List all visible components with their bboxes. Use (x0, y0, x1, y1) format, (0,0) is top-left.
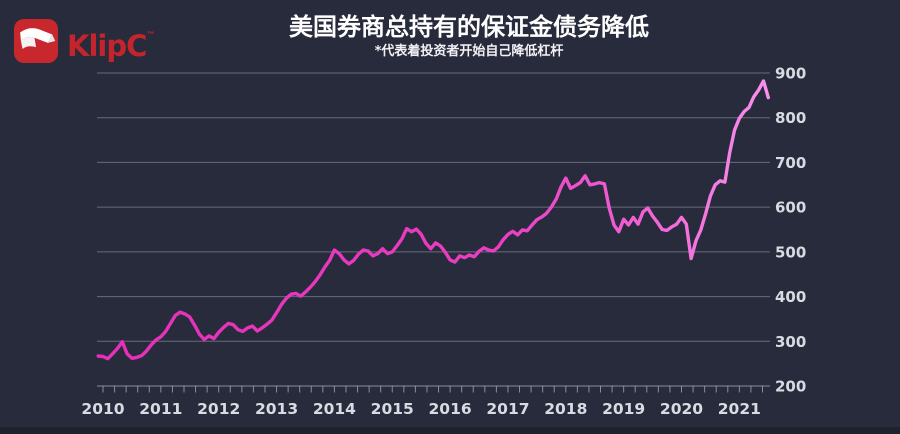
x-tick-label-2011: 2011 (139, 400, 182, 418)
x-tick-label-2020: 2020 (660, 400, 703, 418)
header: 美国券商总持有的保证金债务降低 *代表着投资者开始自己降低杠杆 (0, 12, 900, 61)
x-tick-label-2016: 2016 (429, 400, 472, 418)
x-tick-label-2021: 2021 (718, 400, 761, 418)
y-tick-label-900: 900 (775, 65, 806, 83)
x-tick-label-2013: 2013 (255, 400, 298, 418)
grid-layer (97, 72, 770, 387)
y-tick-label-300: 300 (775, 333, 806, 351)
x-tick-label-2019: 2019 (602, 400, 645, 418)
chart-title: 美国券商总持有的保证金债务降低 (289, 13, 649, 41)
label-layer: 200 300 400 500 600 700 800 900 2010 2011 2012 2013… (81, 65, 806, 419)
x-tick-label-2018: 2018 (544, 400, 587, 418)
y-tick-label-600: 600 (775, 199, 806, 217)
axis-layer (102, 386, 763, 393)
x-tick-label-2015: 2015 (371, 400, 414, 418)
y-tick-label-200: 200 (775, 378, 806, 396)
y-tick-label-500: 500 (775, 243, 806, 261)
brand-logo: KlipC™ (13, 13, 155, 69)
trademark-symbol: ™ (146, 31, 156, 41)
series-layer (96, 79, 770, 361)
ribbon-icon (14, 19, 58, 63)
x-tick-label-2010: 2010 (81, 400, 124, 418)
brand-wordmark: KlipC™ (67, 29, 156, 63)
x-tick-label-2014: 2014 (313, 400, 356, 418)
footer-strip (0, 427, 900, 434)
margin-debt-line (96, 79, 770, 361)
x-tick-label-2012: 2012 (197, 400, 240, 418)
y-tick-label-800: 800 (775, 109, 806, 127)
chart-subtitle: *代表着投资者开始自己降低杠杆 (374, 44, 564, 59)
x-tick-label-2017: 2017 (486, 400, 529, 418)
y-tick-label-700: 700 (775, 154, 806, 172)
y-tick-label-400: 400 (775, 288, 806, 306)
